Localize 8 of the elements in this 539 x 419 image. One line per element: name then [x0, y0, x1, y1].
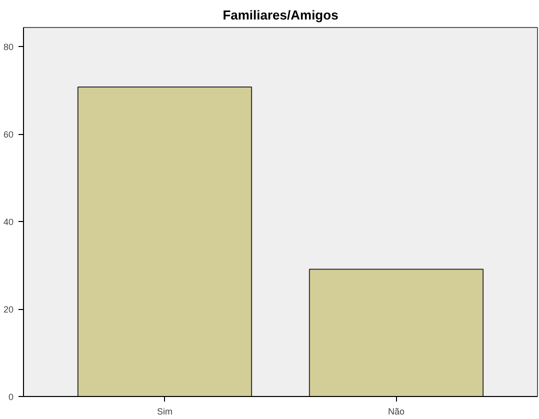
x-tick-label: Não — [388, 406, 405, 416]
y-tick-label: 0 — [8, 392, 14, 402]
x-tick-label: Sim — [156, 406, 172, 416]
y-tick-label: 80 — [3, 42, 14, 52]
y-tick-label: 20 — [3, 304, 14, 315]
y-tick-label: 40 — [3, 217, 14, 228]
y-tick-label: 60 — [3, 130, 14, 140]
chart-title: Familiares/Amigos — [222, 8, 338, 22]
